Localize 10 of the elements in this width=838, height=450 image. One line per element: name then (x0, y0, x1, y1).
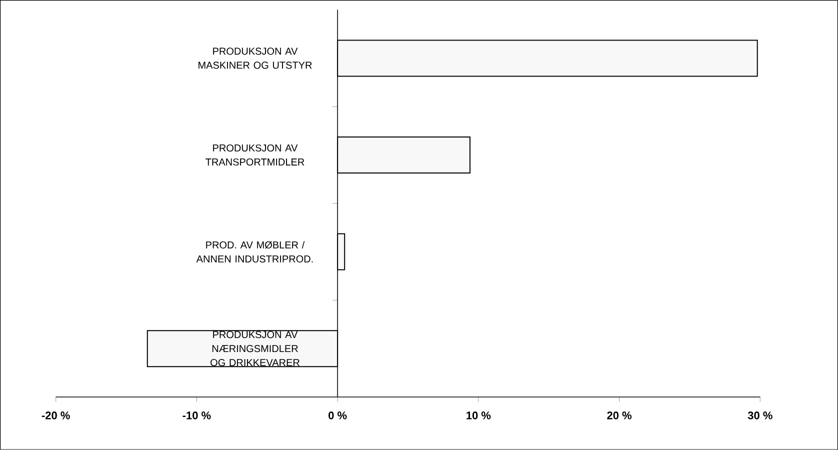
x-tick-label: -20 % (42, 412, 70, 420)
x-tick-label: 10 % (466, 412, 491, 420)
x-tick-label: 0 % (328, 412, 347, 420)
x-tick-label: 20 % (607, 412, 632, 420)
y-tick-label: PROD. AV MØBLER / ANNEN INDUSTRIPROD. (196, 241, 313, 263)
y-tick-label: PRODUKSJON AV TRANSPORTMIDLER (206, 144, 304, 166)
x-tick-label: 30 % (748, 412, 772, 420)
x-tick-label: -10 % (182, 412, 211, 420)
y-tick-label: PRODUKSJON AV NÆRINGSMIDLER OG DRIKKEVARER (210, 331, 300, 366)
y-tick-label: PRODUKSJON AV MASKINER OG UTSTYR (198, 48, 312, 69)
